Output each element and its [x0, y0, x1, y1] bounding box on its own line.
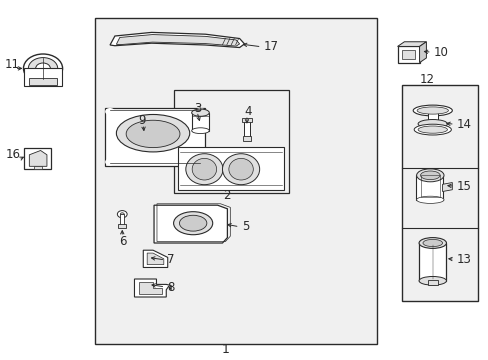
Bar: [24, 148, 51, 169]
Circle shape: [195, 108, 205, 115]
Ellipse shape: [191, 128, 209, 134]
Text: 17: 17: [264, 40, 279, 53]
Ellipse shape: [418, 238, 446, 248]
Circle shape: [117, 211, 127, 218]
Text: 15: 15: [456, 180, 470, 193]
Text: 2: 2: [223, 189, 230, 202]
Ellipse shape: [192, 158, 216, 180]
Ellipse shape: [417, 126, 447, 133]
Bar: [418, 243, 446, 281]
Text: 9: 9: [138, 114, 145, 127]
Text: 16: 16: [6, 148, 21, 161]
Text: 8: 8: [167, 281, 174, 294]
Ellipse shape: [185, 154, 223, 185]
Bar: [427, 280, 437, 285]
Ellipse shape: [422, 239, 442, 247]
Ellipse shape: [179, 215, 206, 231]
Ellipse shape: [420, 171, 439, 180]
Bar: [133, 124, 154, 137]
Polygon shape: [133, 120, 160, 124]
Ellipse shape: [126, 120, 180, 148]
Bar: [415, 175, 442, 200]
Text: 10: 10: [432, 46, 447, 59]
Ellipse shape: [416, 169, 443, 182]
Bar: [191, 113, 209, 131]
Circle shape: [120, 213, 124, 216]
Bar: [402, 50, 414, 59]
PathPatch shape: [110, 32, 244, 48]
Text: 1: 1: [222, 343, 229, 356]
Polygon shape: [442, 183, 451, 192]
Bar: [420, 175, 439, 197]
Text: 7: 7: [167, 253, 174, 266]
Polygon shape: [134, 279, 171, 297]
Bar: [29, 78, 57, 85]
Text: 5: 5: [242, 220, 249, 233]
Bar: [242, 118, 251, 122]
Ellipse shape: [191, 109, 209, 116]
Bar: [397, 46, 419, 63]
Polygon shape: [139, 282, 162, 294]
Text: 6: 6: [119, 235, 126, 248]
Polygon shape: [143, 250, 167, 267]
Ellipse shape: [412, 105, 451, 116]
Polygon shape: [154, 205, 227, 243]
Ellipse shape: [416, 196, 443, 203]
Bar: [118, 224, 126, 228]
Circle shape: [105, 108, 115, 115]
Circle shape: [36, 63, 50, 74]
Circle shape: [23, 54, 62, 83]
Ellipse shape: [222, 154, 259, 185]
Text: 11: 11: [5, 58, 20, 71]
Polygon shape: [29, 150, 47, 166]
Ellipse shape: [416, 107, 447, 114]
Bar: [34, 166, 42, 169]
Bar: [244, 120, 249, 140]
Bar: [95, 18, 376, 344]
Text: 12: 12: [419, 73, 434, 86]
Bar: [173, 90, 288, 193]
Bar: [138, 127, 150, 134]
Polygon shape: [397, 42, 426, 46]
Polygon shape: [154, 120, 160, 137]
Bar: [24, 68, 61, 86]
Text: 3: 3: [194, 102, 201, 114]
Text: 13: 13: [456, 253, 470, 266]
Ellipse shape: [417, 120, 447, 128]
Ellipse shape: [413, 124, 450, 135]
Bar: [243, 136, 250, 141]
Ellipse shape: [418, 276, 446, 285]
Polygon shape: [147, 253, 163, 265]
Bar: [427, 110, 437, 125]
Text: 4: 4: [244, 105, 251, 118]
Circle shape: [195, 158, 205, 166]
PathPatch shape: [116, 35, 239, 46]
Ellipse shape: [228, 158, 253, 180]
Text: 14: 14: [456, 118, 471, 131]
Ellipse shape: [116, 114, 189, 152]
Bar: [120, 214, 124, 225]
Polygon shape: [419, 42, 426, 63]
Bar: [177, 147, 284, 190]
Circle shape: [105, 158, 115, 166]
Polygon shape: [105, 108, 205, 166]
Bar: [401, 85, 477, 301]
Circle shape: [28, 58, 58, 79]
Ellipse shape: [173, 212, 212, 235]
